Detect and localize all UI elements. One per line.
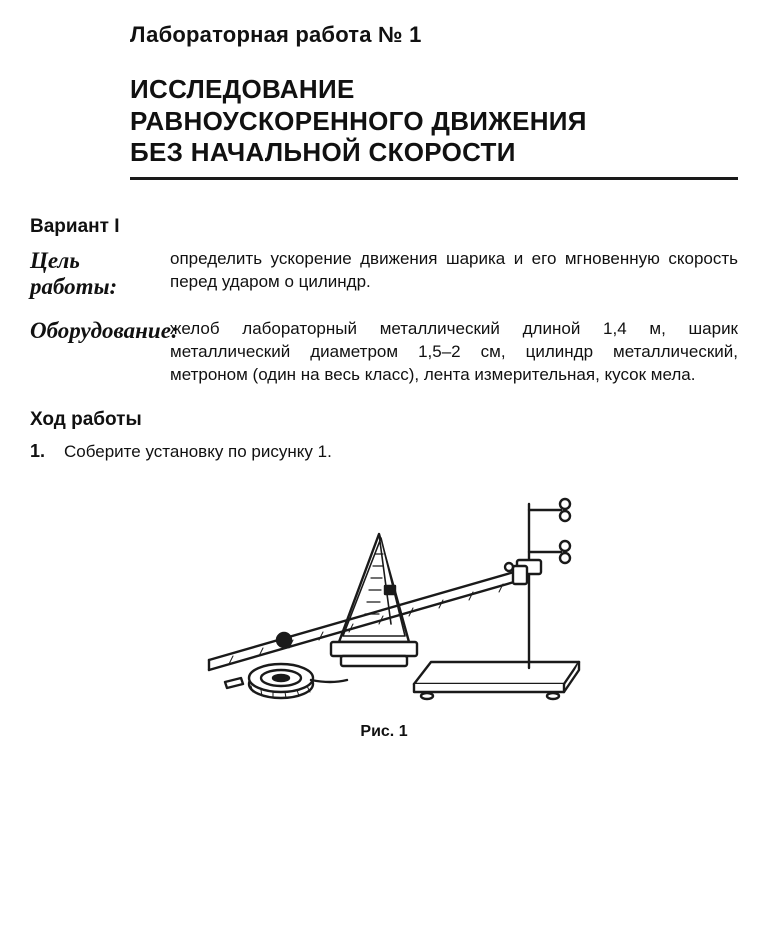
equipment-label: Оборудование: [30, 318, 170, 344]
title-line-2: РАВНОУСКОРЕННОГО ДВИЖЕНИЯ [130, 106, 738, 138]
equipment-text: желоб лабораторный металлический длиной … [170, 318, 738, 387]
page: Лабораторная работа № 1 ИССЛЕДОВАНИЕ РАВ… [0, 0, 768, 930]
figure-1: Рис. 1 [30, 474, 738, 741]
goal-label: Цель работы: [30, 248, 170, 300]
step-1: 1. Соберите установку по рисунку 1. [30, 441, 738, 462]
goal-text: определить ускорение движения шарика и е… [170, 248, 738, 294]
procedure-heading: Ход работы [30, 409, 738, 431]
step-1-number: 1. [30, 441, 64, 462]
variant-label: Вариант I [30, 216, 738, 238]
equipment-row: Оборудование: желоб лабораторный металли… [30, 318, 738, 387]
title-underline [130, 177, 738, 180]
title-block: ИССЛЕДОВАНИЕ РАВНОУСКОРЕННОГО ДВИЖЕНИЯ Б… [130, 74, 738, 169]
figure-caption: Рис. 1 [30, 723, 738, 741]
goal-row: Цель работы: определить ускорение движен… [30, 248, 738, 300]
lab-number: Лабораторная работа № 1 [130, 22, 738, 48]
apparatus-diagram-icon [169, 474, 599, 714]
title-line-3: БЕЗ НАЧАЛЬНОЙ СКОРОСТИ [130, 137, 738, 169]
step-1-text: Соберите установку по рисунку 1. [64, 442, 332, 462]
title-line-1: ИССЛЕДОВАНИЕ [130, 74, 738, 106]
